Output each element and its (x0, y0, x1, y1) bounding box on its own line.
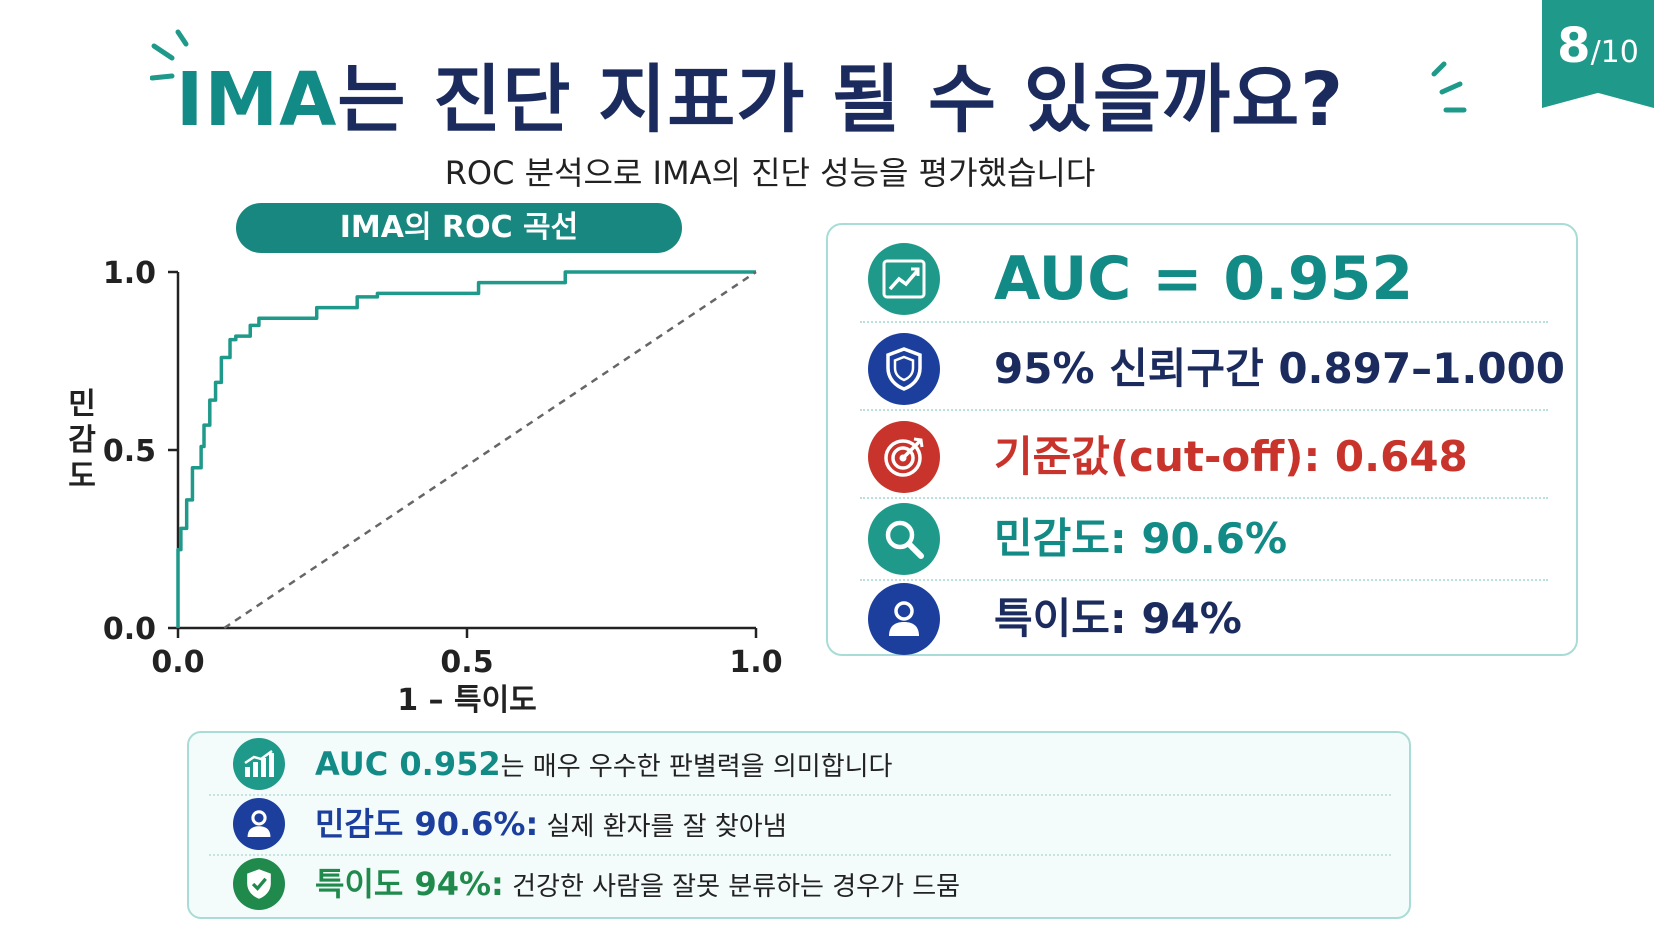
y-tick-label: 0.5 (103, 434, 156, 469)
page-subtitle: ROC 분석으로 IMA의 진단 성능을 평가했습니다 (444, 154, 1096, 192)
title-accent: IMA (175, 57, 338, 143)
summary-sensitivity-desc: 실제 환자를 잘 찾아냄 (538, 812, 787, 842)
trend-chart-icon (868, 243, 940, 315)
person-icon (868, 583, 940, 655)
cutoff-row: 기준값(cut-off): 0.648 (828, 417, 1576, 497)
sensitivity-value: 민감도: 90.6% (994, 514, 1288, 563)
divider (860, 409, 1548, 411)
title-text: 는 진단 지표가 될 수 있을까요? (337, 57, 1345, 143)
summary-auc-lead: AUC 0.952 (315, 745, 501, 783)
x-axis-label: 1 – 특이도 (397, 683, 537, 718)
divider (860, 579, 1548, 581)
divider (209, 794, 1391, 796)
shield-check-icon (233, 858, 285, 910)
chart-title: IMA의 ROC 곡선 (236, 203, 682, 253)
sparkle-right-icon (1431, 61, 1467, 113)
page-number: 8 (1557, 18, 1591, 74)
search-icon (868, 503, 940, 575)
summary-specificity-lead: 특이도 94%: (315, 865, 504, 903)
y-axis-label: 감 (68, 423, 96, 458)
results-panel: AUC = 0.952 95% 신뢰구간 0.897–1.000 기준값(cut… (826, 223, 1578, 656)
ci-row: 95% 신뢰구간 0.897–1.000 (828, 329, 1576, 409)
y-axis-label: 민 (68, 387, 96, 422)
cutoff-value: 기준값(cut-off): 0.648 (994, 432, 1468, 481)
divider (860, 321, 1548, 323)
y-axis-label: 도 (68, 459, 96, 494)
reference-line (223, 270, 757, 630)
page-total: /10 (1590, 35, 1639, 70)
summary-sensitivity-row: 민감도 90.6%: 실제 환자를 잘 찾아냄 (189, 795, 1409, 853)
specificity-row: 특이도: 94% (828, 579, 1576, 659)
x-tick-label: 0.0 (151, 645, 204, 680)
summary-sensitivity-text: 민감도 90.6%: 실제 환자를 잘 찾아냄 (315, 795, 787, 856)
specificity-value: 특이도: 94% (994, 594, 1242, 643)
roc-curve (176, 270, 756, 628)
summary-specificity-row: 특이도 94%: 건강한 사람을 잘못 분류하는 경우가 드뭄 (189, 855, 1409, 913)
y-tick-label: 1.0 (103, 256, 156, 291)
divider (209, 854, 1391, 856)
summary-auc-desc: 는 매우 우수한 판별력을 의미합니다 (500, 752, 893, 782)
roc-chart: 0.0 0.5 1.0 0.0 0.5 1.0 1 – 특이도 민감도 (68, 256, 782, 718)
sparkle-left-icon (150, 29, 189, 81)
summary-specificity-desc: 건강한 사람을 잘못 분류하는 경우가 드뭄 (503, 872, 961, 902)
summary-specificity-text: 특이도 94%: 건강한 사람을 잘못 분류하는 경우가 드뭄 (315, 855, 960, 916)
summary-auc-row: AUC 0.952는 매우 우수한 판별력을 의미합니다 (189, 735, 1409, 793)
person-icon (233, 798, 285, 850)
x-tick-label: 1.0 (729, 645, 782, 680)
page-badge: 8/10 (1542, 0, 1654, 108)
summary-auc-text: AUC 0.952는 매우 우수한 판별력을 의미합니다 (315, 735, 892, 796)
summary-panel: AUC 0.952는 매우 우수한 판별력을 의미합니다 민감도 90.6%: … (187, 731, 1411, 919)
target-icon (868, 421, 940, 493)
shield-icon (868, 333, 940, 405)
auc-value: AUC = 0.952 (994, 244, 1414, 314)
x-tick-label: 0.5 (440, 645, 493, 680)
bar-chart-icon (233, 738, 285, 790)
page-title: IMA는 진단 지표가 될 수 있을까요? (0, 40, 1520, 147)
sensitivity-row: 민감도: 90.6% (828, 499, 1576, 579)
auc-row: AUC = 0.952 (828, 239, 1576, 319)
ci-value: 95% 신뢰구간 0.897–1.000 (994, 344, 1566, 393)
y-tick-label: 0.0 (103, 612, 156, 647)
summary-sensitivity-lead: 민감도 90.6%: (315, 805, 539, 843)
divider (860, 497, 1548, 499)
